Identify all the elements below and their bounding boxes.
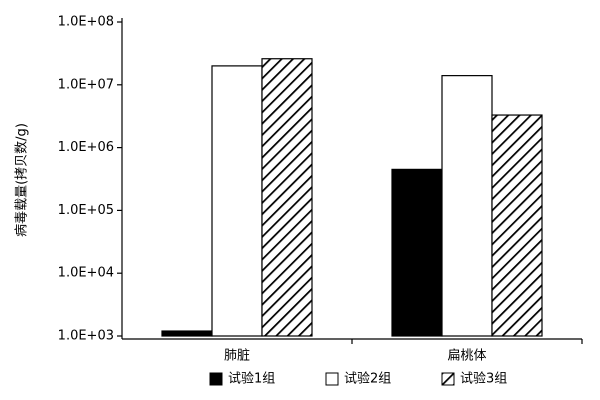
legend-swatch (441, 372, 455, 386)
bar (441, 75, 493, 337)
bar (391, 168, 443, 337)
legend-swatch (209, 372, 223, 386)
y-tick-label: 1.0E+04 (58, 266, 114, 281)
legend-label: 试验2组 (344, 371, 391, 387)
bar (161, 330, 213, 337)
bar (211, 65, 263, 337)
y-tick-label: 1.0E+03 (58, 329, 114, 344)
x-tick-label: 扁桃体 (447, 349, 486, 364)
y-tick-label: 1.0E+08 (58, 15, 114, 30)
x-tick-label: 肺脏 (224, 349, 250, 364)
y-tick-label: 1.0E+05 (58, 203, 114, 218)
y-tick-label: 1.0E+07 (58, 77, 114, 92)
bar (261, 58, 313, 337)
bar (491, 114, 543, 337)
y-tick-label: 1.0E+06 (58, 140, 114, 155)
legend-swatch (325, 372, 339, 386)
y-axis-label: 病毒载量(拷贝数/g) (15, 123, 30, 237)
legend-label: 试验1组 (228, 371, 275, 387)
legend-label: 试验3组 (460, 371, 507, 387)
